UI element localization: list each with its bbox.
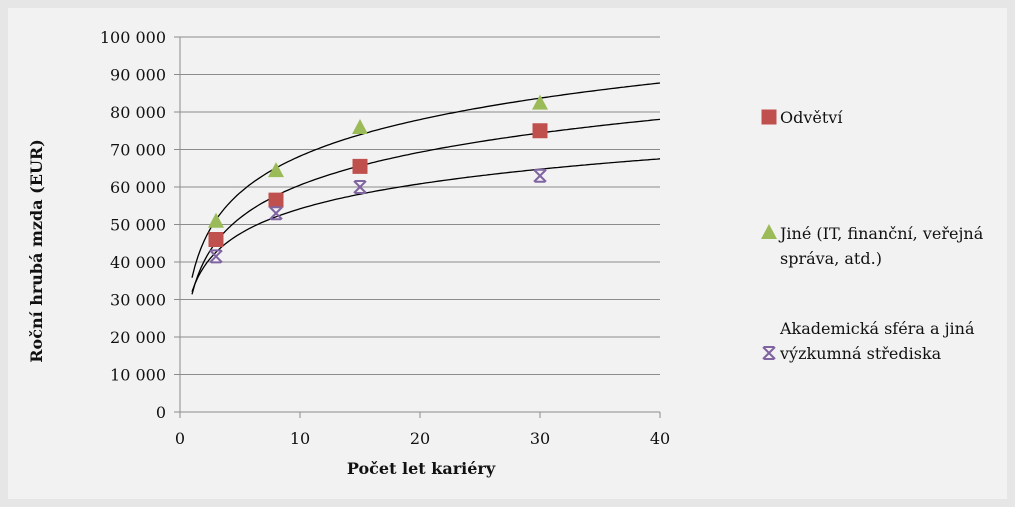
y-tick-label: 60 000 [110, 178, 166, 197]
y-tick-label: 10 000 [110, 366, 166, 385]
x-tick-labels: 0 10 20 30 40 [175, 429, 670, 448]
square-data-point [352, 158, 368, 174]
data-marks [208, 94, 548, 264]
square-data-point [268, 192, 284, 208]
legend-label: Akademická sféra a jiná [779, 319, 975, 338]
y-tick-label: 0 [156, 403, 166, 422]
x-data-point [353, 180, 367, 194]
trendline [191, 158, 661, 292]
x-tick-label: 10 [290, 429, 310, 448]
y-axis-title: Roční hrubá mzda (EUR) [27, 139, 46, 363]
x-tick-label: 20 [410, 429, 430, 448]
square-data-point [532, 123, 548, 139]
legend-label: správa, atd.) [780, 249, 882, 268]
legend-label: Jiné (IT, finanční, veřejná [778, 224, 984, 243]
x-axis-title: Počet let kariéry [347, 459, 496, 478]
legend-x-marker [762, 346, 776, 360]
legend: Odvětví Jiné (IT, finanční, veřejná správa… [761, 108, 984, 363]
triangle-data-point [352, 119, 368, 134]
x-tick-label: 0 [175, 429, 185, 448]
chart-panel [8, 8, 1007, 499]
y-tick-label: 80 000 [110, 103, 166, 122]
y-tick-label: 70 000 [110, 141, 166, 160]
x-data-point [269, 206, 283, 221]
gridlines [174, 36, 661, 418]
y-tick-label: 50 000 [110, 216, 166, 235]
square-data-point [208, 232, 224, 247]
trendline [191, 118, 661, 295]
legend-triangle-marker [761, 224, 777, 239]
x-tick-label: 30 [530, 429, 550, 448]
legend-square-marker [761, 109, 777, 125]
y-tick-label: 90 000 [110, 66, 166, 85]
legend-label: Odvětví [780, 108, 843, 127]
y-tick-label: 20 000 [110, 328, 166, 347]
legend-label: výzkumná střediska [779, 344, 942, 363]
trendlines [191, 82, 661, 295]
x-data-point [533, 168, 547, 183]
triangle-data-point [532, 94, 548, 110]
trendline [191, 82, 661, 278]
y-tick-label: 30 000 [110, 291, 166, 310]
y-tick-label: 100 000 [100, 28, 166, 47]
y-tick-labels: 0 10 000 20 000 30 000 40 000 50 000 60 000 70 … [100, 28, 166, 422]
triangle-data-point [268, 162, 284, 178]
x-tick-label: 40 [650, 429, 670, 448]
x-data-point [209, 249, 223, 264]
y-tick-label: 40 000 [110, 253, 166, 272]
triangle-data-point [208, 212, 224, 228]
